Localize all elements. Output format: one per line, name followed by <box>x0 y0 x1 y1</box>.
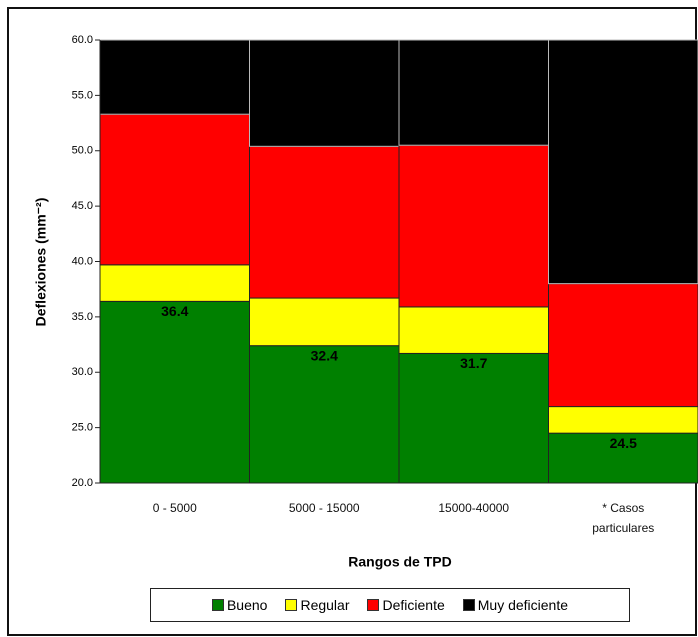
segment <box>249 297 400 347</box>
segment <box>398 39 549 146</box>
segment <box>548 39 698 285</box>
legend-swatch <box>367 599 380 611</box>
value-label: 32.4 <box>311 347 338 363</box>
legend-item: Deficiente <box>367 597 445 613</box>
legend-item: Regular <box>285 597 349 613</box>
segment <box>398 352 549 484</box>
legend-swatch <box>462 599 475 611</box>
x-axis-title: Rangos de TPD <box>348 554 451 570</box>
legend-swatch <box>211 599 224 611</box>
legend: Bueno Regular Deficiente Muy deficiente <box>150 588 630 622</box>
segment <box>99 113 250 266</box>
legend-item: Bueno <box>211 597 268 613</box>
segment <box>99 264 250 302</box>
segment <box>548 432 698 484</box>
segment <box>99 39 250 115</box>
value-label: 36.4 <box>161 303 188 319</box>
value-label: 24.5 <box>610 435 637 451</box>
y-tick-label: 45.0 <box>72 200 93 212</box>
segment <box>398 144 549 308</box>
legend-label: Bueno <box>226 597 268 613</box>
segment <box>398 306 549 354</box>
legend-item: Muy deficiente <box>462 597 569 613</box>
y-tick-label: 35.0 <box>72 311 93 323</box>
y-tick-label: 55.0 <box>72 89 93 101</box>
y-tick-label: 30.0 <box>72 366 93 378</box>
legend-label: Regular <box>300 597 350 613</box>
segment <box>548 406 698 434</box>
y-tick-label: 40.0 <box>72 255 93 267</box>
legend-label: Deficiente <box>382 597 445 613</box>
segment <box>249 39 400 147</box>
legend-label: Muy deficiente <box>477 597 569 613</box>
x-tick-label: * Casos particulares <box>592 501 655 535</box>
segment <box>548 283 698 408</box>
legend-swatch <box>285 599 298 611</box>
y-axis-title: Deflexiones (mm⁻²) <box>33 198 49 327</box>
y-tick-label: 60.0 <box>72 34 93 46</box>
segment <box>99 300 250 484</box>
y-tick-label: 20.0 <box>72 477 93 489</box>
segment <box>249 345 400 484</box>
segment <box>249 145 400 299</box>
y-tick-label: 50.0 <box>72 145 93 157</box>
x-tick-label: 5000 - 15000 <box>288 501 360 515</box>
x-tick-label: 0 - 5000 <box>152 501 197 515</box>
value-label: 31.7 <box>460 355 487 371</box>
y-tick-label: 25.0 <box>72 422 93 434</box>
x-tick-label: 15000-40000 <box>438 501 510 515</box>
